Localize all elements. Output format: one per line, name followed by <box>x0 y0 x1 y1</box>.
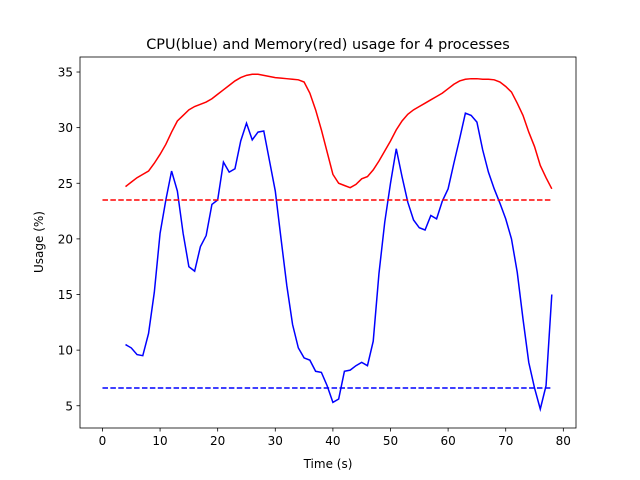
x-tick-label: 40 <box>325 434 340 448</box>
y-axis-label: Usage (%) <box>32 211 46 273</box>
x-tick-label: 30 <box>268 434 283 448</box>
y-tick-label: 15 <box>58 288 73 302</box>
y-tick-label: 30 <box>58 121 73 135</box>
y-tick-label: 20 <box>58 232 73 246</box>
x-axis-label: Time (s) <box>303 457 353 471</box>
y-tick-label: 5 <box>65 399 73 413</box>
y-tick-label: 25 <box>58 177 73 191</box>
data-line <box>125 112 553 413</box>
x-tick-label: 60 <box>440 434 455 448</box>
x-tick-label: 0 <box>99 434 107 448</box>
axes-frame <box>79 56 577 429</box>
x-tick-label: 50 <box>383 434 398 448</box>
y-tick-label: 10 <box>58 344 73 358</box>
chart-title: CPU(blue) and Memory(red) usage for 4 pr… <box>146 37 509 53</box>
x-tick-label: 70 <box>498 434 513 448</box>
data-line <box>125 73 553 190</box>
x-tick-label: 80 <box>556 434 571 448</box>
x-tick-label: 20 <box>210 434 225 448</box>
y-tick-label: 35 <box>58 66 73 80</box>
x-tick-label: 10 <box>152 434 167 448</box>
